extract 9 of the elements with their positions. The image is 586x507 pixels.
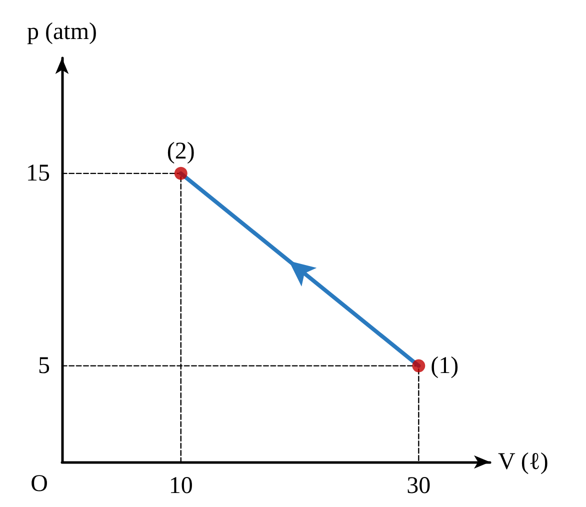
annotation: (1) xyxy=(430,352,459,379)
y-axis-title: p (atm) xyxy=(27,19,97,45)
x-tick-label: 30 xyxy=(406,473,431,499)
x-tick-label: 10 xyxy=(168,473,193,499)
x-axis-title: V (ℓ) xyxy=(498,449,548,475)
y-tick-label: 15 xyxy=(26,160,50,186)
y-tick-label: 5 xyxy=(38,352,50,379)
annotation: (2) xyxy=(166,138,195,164)
text: O xyxy=(30,471,48,497)
